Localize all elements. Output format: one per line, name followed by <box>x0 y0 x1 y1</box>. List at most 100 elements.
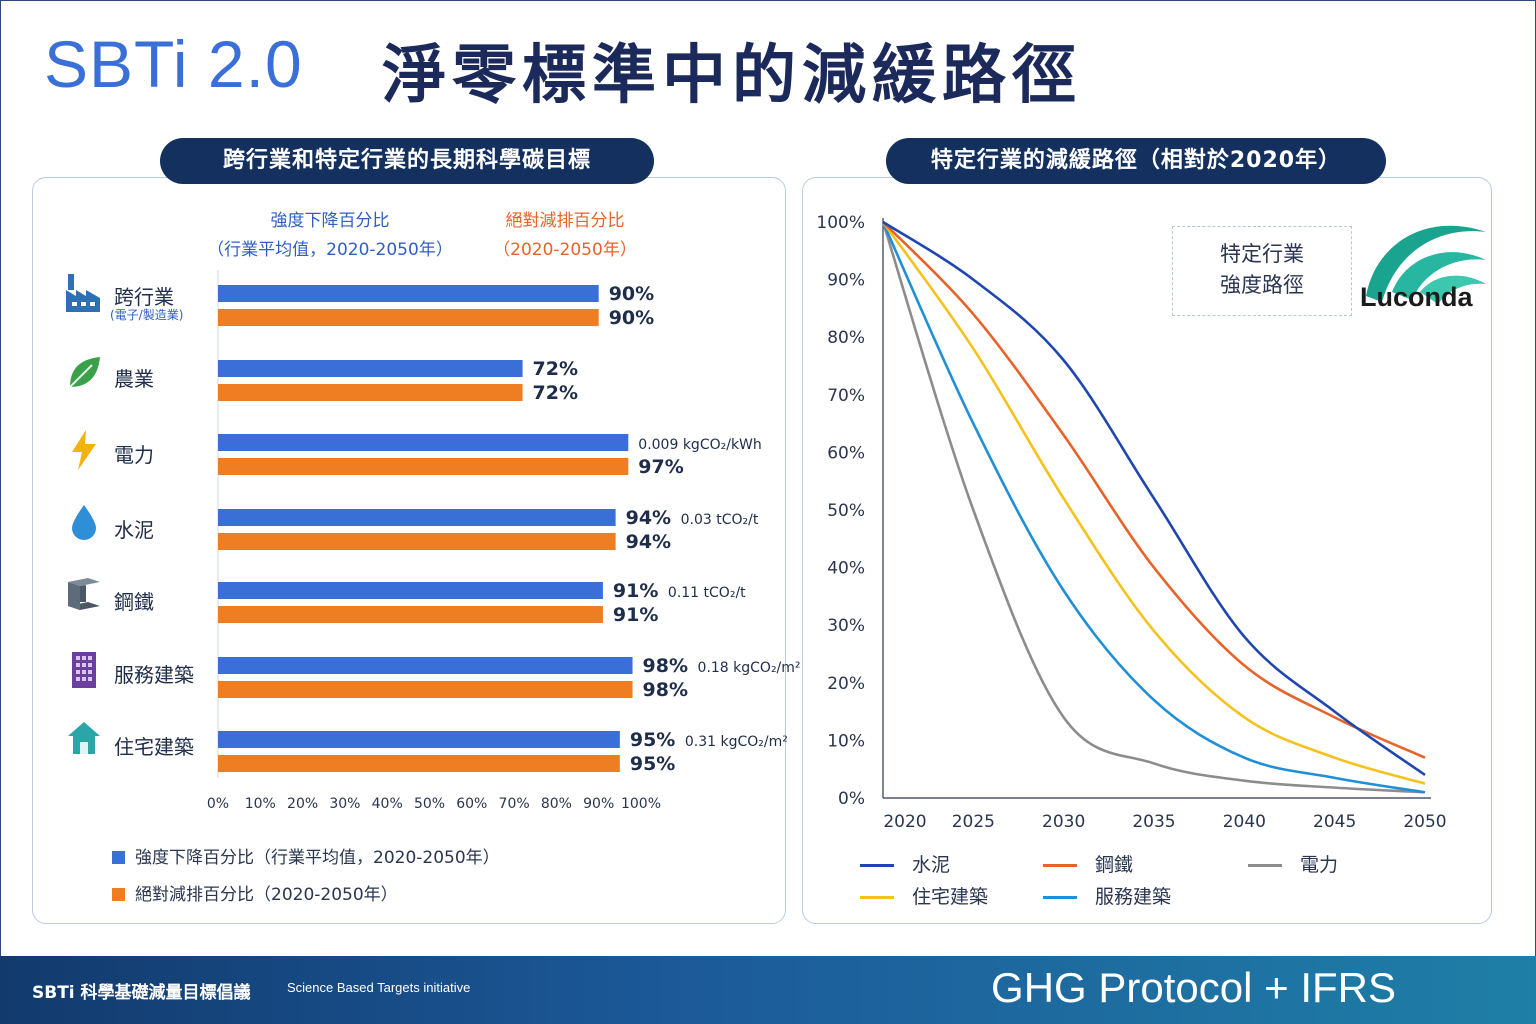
legend-absolute-label: 絕對減排百分比（2020-2050年） <box>135 885 398 905</box>
header-absolute-line2: （2020-2050年） <box>493 240 637 260</box>
title-latin: SBTi 2.0 <box>44 27 303 101</box>
bar-intensity <box>218 582 603 599</box>
header-intensity-line2: （行業平均值，2020-2050年） <box>207 240 453 260</box>
bar-intensity <box>218 731 620 748</box>
x-tick-label: 2050 <box>1403 812 1446 832</box>
bar-value-label: 72% <box>533 382 578 404</box>
header-intensity-line1: 強度下降百分比 <box>270 211 390 231</box>
legend-line-steel <box>1043 864 1077 867</box>
x-tick-label: 20% <box>287 796 318 812</box>
legend-intensity-label: 強度下降百分比（行業平均值，2020-2050年） <box>135 848 500 868</box>
x-tick-label: 60% <box>456 796 487 812</box>
footer-left: SBTi 科學基礎減量目標倡議 <box>32 983 251 1003</box>
category-label: 農業 <box>114 367 154 391</box>
legend-service-label: 服務建築 <box>1095 886 1172 908</box>
legend-residential: 住宅建築 <box>860 882 988 909</box>
intensity-unit-note: 0.18 kgCO₂/m² <box>698 660 800 676</box>
legend-intensity: 強度下降百分比（行業平均值，2020-2050年） <box>112 843 500 868</box>
bar-absolute <box>218 755 620 772</box>
legend-power: 電力 <box>1248 850 1338 877</box>
category-label: 水泥 <box>114 518 154 542</box>
bar-value-label: 97% <box>638 456 683 478</box>
bar-intensity <box>218 509 616 526</box>
factory-icon <box>66 274 100 312</box>
header-absolute: 絕對減排百分比 （2020-2050年） <box>480 206 650 260</box>
category-label: 服務建築 <box>114 663 194 687</box>
y-tick-label: 100% <box>816 213 865 233</box>
bar-intensity <box>218 360 523 377</box>
logo-text: Luconda <box>1360 282 1473 312</box>
y-tick-label: 10% <box>827 731 865 751</box>
legend-line-residential <box>860 896 894 899</box>
header-intensity: 強度下降百分比 （行業平均值，2020-2050年） <box>200 206 460 260</box>
x-tick-label: 0% <box>207 796 229 812</box>
y-tick-label: 90% <box>827 271 865 291</box>
steel-beam-icon <box>68 578 100 610</box>
bar-intensity <box>218 657 633 674</box>
legend-steel-label: 鋼鐵 <box>1095 854 1134 876</box>
y-tick-label: 40% <box>827 559 865 579</box>
page-title: 淨零標準中的減緩路徑 <box>382 39 1082 113</box>
intensity-unit-note: 0.03 tCO₂/t <box>681 512 759 528</box>
x-tick-label: 2025 <box>952 812 995 832</box>
footer-sub: Science Based Targets initiative <box>287 980 471 995</box>
y-tick-label: 0% <box>838 789 865 809</box>
bar-absolute <box>218 681 633 698</box>
bar-value-label: 95% <box>630 729 675 751</box>
x-tick-label: 50% <box>414 796 445 812</box>
y-tick-label: 20% <box>827 674 865 694</box>
y-tick-label: 50% <box>827 501 865 521</box>
series-line-2 <box>881 221 1426 794</box>
annotation-box: 特定行業 強度路徑 <box>1172 226 1352 316</box>
footer-right: GHG Protocol + IFRS <box>991 964 1396 1011</box>
bar-absolute <box>218 458 629 475</box>
bar-value-label: 91% <box>613 580 658 602</box>
bar-value-label: 98% <box>643 679 688 701</box>
house-icon <box>68 722 100 754</box>
series-line-3 <box>881 221 1426 785</box>
bar-value-label: 94% <box>626 507 671 529</box>
annotation-line2: 強度路徑 <box>1220 273 1304 297</box>
legend-residential-label: 住宅建築 <box>912 886 989 908</box>
legend-steel: 鋼鐵 <box>1043 850 1133 877</box>
bar-value-label: 98% <box>643 655 688 677</box>
bar-chart: 90%90%72%72%0.009 kgCO₂/kWh97%94%94%0.03… <box>207 270 800 812</box>
bar-value-label: 95% <box>630 753 675 775</box>
x-tick-label: 90% <box>583 796 614 812</box>
legend-line-cement <box>860 864 894 867</box>
category-label: 電力 <box>114 443 154 467</box>
x-tick-label: 2030 <box>1042 812 1085 832</box>
x-tick-label: 100% <box>621 796 661 812</box>
intensity-unit-note: 0.31 kgCO₂/m² <box>685 734 788 750</box>
series-line-1 <box>882 221 1426 759</box>
x-tick-label: 40% <box>372 796 403 812</box>
x-tick-label: 2020 <box>883 812 926 832</box>
y-tick-label: 70% <box>827 386 865 406</box>
bar-absolute <box>218 533 616 550</box>
bar-value-label: 90% <box>609 283 654 305</box>
header-absolute-line1: 絕對減排百分比 <box>505 211 625 231</box>
x-tick-label: 70% <box>499 796 530 812</box>
x-tick-label: 2035 <box>1132 812 1175 832</box>
bar-intensity <box>218 434 629 451</box>
bar-absolute <box>218 309 599 326</box>
legend-line-service <box>1043 896 1077 899</box>
category-label: 跨行業 <box>114 285 174 309</box>
x-tick-label: 10% <box>245 796 276 812</box>
left-panel-title: 跨行業和特定行業的長期科學碳目標 <box>160 138 654 184</box>
office-building-icon <box>72 652 96 688</box>
legend-power-label: 電力 <box>1300 854 1339 876</box>
y-tick-label: 80% <box>827 328 865 348</box>
x-tick-label: 2040 <box>1223 812 1266 832</box>
luconda-logo <box>1366 225 1486 304</box>
legend-swatch-intensity <box>112 851 125 864</box>
series-line-0 <box>882 220 1426 777</box>
line-chart: 0% 10% 20% 30% 40% 50% 60% 70% 80% 90% 100% 2020 202… <box>816 213 1446 832</box>
legend-service: 服務建築 <box>1043 882 1171 909</box>
bar-absolute <box>218 384 523 401</box>
legend-absolute: 絕對減排百分比（2020-2050年） <box>112 880 398 905</box>
y-tick-label: 30% <box>827 616 865 636</box>
legend-line-power <box>1248 864 1282 867</box>
series-line-4 <box>881 221 1426 794</box>
bar-intensity <box>218 285 599 302</box>
